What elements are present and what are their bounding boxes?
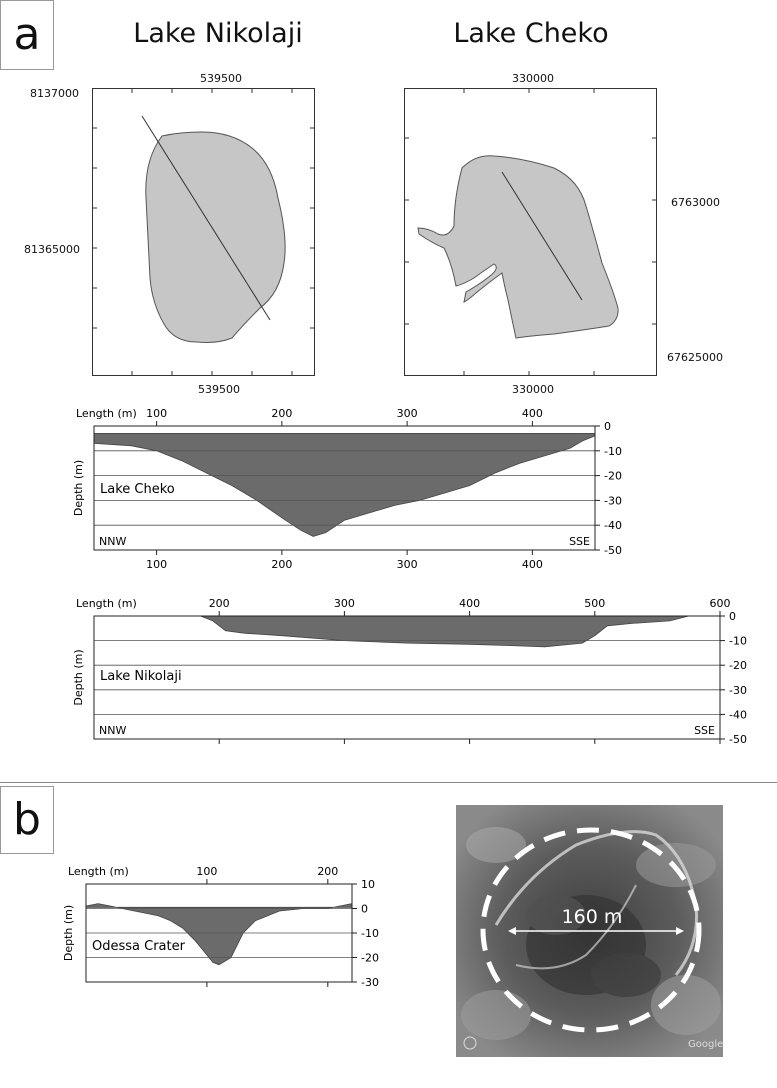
y-tick-label: 0 (361, 903, 368, 916)
x-axis-label: Length (m) (68, 865, 129, 878)
y-tick-label: -10 (361, 927, 379, 940)
x-tick-label: 400 (522, 558, 543, 571)
direction-label-right: SSE (569, 535, 590, 548)
scale-arrow-left (508, 927, 516, 935)
x-tick-label: 100 (196, 865, 217, 878)
x-axis-label: Length (m) (76, 407, 137, 420)
x-tick-label: 100 (146, 407, 167, 420)
profile-transect (141, 115, 271, 321)
x-axis-label: Length (m) (76, 597, 137, 610)
panel-label-a: a (0, 0, 54, 70)
x-tick-label: 500 (584, 597, 605, 610)
map-cheko (404, 88, 657, 376)
profile-transect (501, 171, 583, 301)
crater-rim-circle (480, 827, 702, 1033)
y-tick-label: -40 (729, 708, 747, 721)
nikolaji-top-x-tick: 539500 (200, 72, 242, 85)
lake-outline (417, 155, 619, 339)
map-title-nikolaji: Lake Nikolaji (133, 18, 303, 49)
x-tick-label: 100 (146, 558, 167, 571)
y-axis-label: Depth (m) (72, 649, 85, 705)
road (494, 830, 699, 976)
plot-frame (93, 425, 596, 551)
cheko-bottom-x-tick: 330000 (512, 383, 554, 396)
profile-name-label: Lake Nikolaji (100, 669, 182, 684)
y-axis-label: Depth (m) (72, 460, 85, 516)
profile-area (93, 433, 596, 537)
map-ticks (404, 88, 657, 376)
cheko-top-x-tick: 330000 (512, 72, 554, 85)
nikolaji-y-tick-mid: 81365000 (24, 243, 80, 256)
x-tick-label: 600 (710, 597, 731, 610)
x-tick-label: 200 (271, 407, 292, 420)
cheko-y-tick-bottom: 67625000 (667, 351, 723, 364)
x-tick-label: 300 (334, 597, 355, 610)
profile-chart-cheko: 0 -10 -20 -30 -40 -50 100 100 200 200 300 300 400 400… (72, 407, 622, 571)
direction-label-right: SSE (694, 724, 715, 737)
y-tick-label: 10 (361, 878, 375, 891)
direction-label-left: NNW (99, 724, 126, 737)
scale-label: 160 m (562, 906, 623, 928)
road (515, 884, 637, 970)
y-tick-label: -30 (361, 976, 379, 989)
y-tick-label: -20 (729, 659, 747, 672)
profile-area (94, 615, 720, 648)
y-tick-label: -10 (604, 445, 622, 458)
map-nikolaji (92, 88, 315, 376)
x-tick-label: 300 (397, 407, 418, 420)
x-tick-label: 300 (397, 558, 418, 571)
profile-name-label: Odessa Crater (92, 939, 186, 954)
cheko-y-tick-mid: 6763000 (671, 196, 720, 209)
odessa-aerial-photo: 160 m Google (456, 805, 723, 1057)
y-tick-label: 0 (604, 420, 611, 433)
x-tick-label: 200 (271, 558, 292, 571)
y-tick-label: -20 (604, 470, 622, 483)
x-tick-label: 400 (459, 597, 480, 610)
y-tick-label: -10 (729, 635, 747, 648)
plot-frame (93, 615, 721, 740)
x-tick-label: 200 (209, 597, 230, 610)
nikolaji-y-tick-top: 8137000 (30, 87, 79, 100)
profile-area (85, 903, 353, 966)
y-tick-label: -40 (604, 519, 622, 532)
panel-divider (0, 782, 777, 783)
panel-label-b: b (0, 786, 54, 854)
y-tick-label: -50 (604, 544, 622, 557)
profile-chart-nikolaji: 0 -10 -20 -30 -40 -50 200 300 400 500 600 Length (m… (72, 597, 747, 746)
scale-arrow-right (676, 927, 684, 935)
compass-icon (463, 1036, 477, 1050)
x-tick-label: 400 (522, 407, 543, 420)
lake-outline (145, 131, 286, 343)
map-ticks (92, 88, 315, 376)
y-tick-label: -30 (604, 494, 622, 507)
google-watermark: Google (688, 1039, 723, 1050)
y-tick-label: -20 (361, 952, 379, 965)
direction-label-left: NNW (99, 535, 126, 548)
profile-name-label: Lake Cheko (100, 482, 175, 497)
y-axis-label: Depth (m) (62, 905, 75, 961)
x-tick-label: 200 (317, 865, 338, 878)
map-title-cheko: Lake Cheko (453, 18, 609, 49)
y-tick-label: -30 (729, 684, 747, 697)
nikolaji-bottom-x-tick: 539500 (198, 383, 240, 396)
y-tick-label: -50 (729, 733, 747, 746)
y-tick-label: 0 (729, 610, 736, 623)
